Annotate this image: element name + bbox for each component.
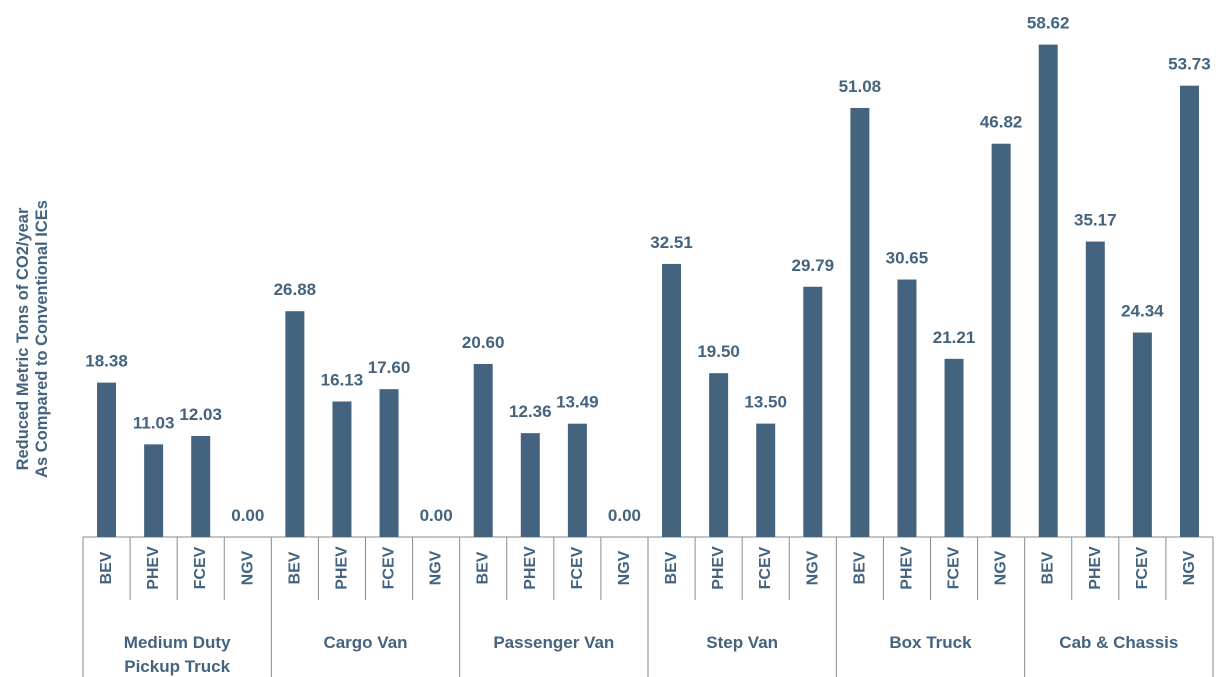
data-label: 17.60 [368,358,411,377]
bar-passenger-van-phev [520,433,540,537]
bar-medium-duty-pickup-truck-phev [144,444,164,537]
category-label: PHEV [1087,546,1104,590]
category-label: BEV [286,551,303,584]
category-label: FCEV [757,546,774,589]
bar-step-van-fcev [756,423,776,537]
data-label: 53.73 [1168,55,1211,74]
data-label: 0.00 [231,506,264,525]
group-label: Cab & Chassis [1059,633,1178,652]
bar-box-truck-ngv [991,143,1011,537]
data-label: 12.36 [509,402,552,421]
data-label: 35.17 [1074,211,1117,230]
bar-box-truck-phev [897,279,917,537]
category-label: NGV [993,550,1010,585]
bar-step-van-phev [709,373,729,537]
category-label: FCEV [1134,546,1151,589]
bar-step-van-bev [662,263,682,537]
bar-cab-chassis-phev [1085,241,1105,537]
group-label: Passenger Van [493,633,614,652]
category-label: PHEV [333,546,350,590]
bar-cargo-van-bev [285,311,305,537]
category-label: BEV [663,551,680,584]
group-label: Pickup Truck [124,657,230,676]
data-label: 13.50 [744,393,787,412]
category-label: PHEV [522,546,539,590]
data-label: 0.00 [420,506,453,525]
data-label: 46.82 [980,113,1023,132]
category-label: FCEV [946,546,963,589]
group-label: Box Truck [889,633,972,652]
category-label: NGV [239,550,256,585]
bar-cab-chassis-fcev [1132,332,1152,537]
data-label: 29.79 [792,256,835,275]
bar-medium-duty-pickup-truck-bev [97,382,117,537]
data-label: 20.60 [462,333,505,352]
data-label: 0.00 [608,506,641,525]
category-label: PHEV [898,546,915,590]
category-label: PHEV [710,546,727,590]
category-label: NGV [616,550,633,585]
data-label: 13.49 [556,393,599,412]
bar-box-truck-fcev [944,358,964,537]
data-label: 24.34 [1121,302,1164,321]
category-label: BEV [98,551,115,584]
group-label: Cargo Van [323,633,407,652]
bar-cargo-van-fcev [379,389,399,537]
category-label: BEV [475,551,492,584]
bar-medium-duty-pickup-truck-fcev [191,435,211,537]
category-label: BEV [851,551,868,584]
bar-cargo-van-phev [332,401,352,537]
category-label: NGV [804,550,821,585]
data-label: 32.51 [650,233,693,252]
data-label: 18.38 [85,352,128,371]
group-label: Step Van [706,633,778,652]
category-label: NGV [428,550,445,585]
data-label: 30.65 [886,249,929,268]
data-label: 11.03 [133,413,175,432]
data-label: 51.08 [839,77,882,96]
category-label: PHEV [145,546,162,590]
group-label: Medium Duty [124,633,231,652]
bar-passenger-van-bev [473,363,493,537]
category-label: BEV [1040,551,1057,584]
category-label: NGV [1181,550,1198,585]
data-label: 16.13 [321,371,364,390]
data-label: 12.03 [179,405,222,424]
category-label: FCEV [192,546,209,589]
data-label: 26.88 [274,280,317,299]
bar-cab-chassis-ngv [1179,85,1199,537]
data-label: 19.50 [697,342,740,361]
data-label: 21.21 [933,328,976,347]
bar-cab-chassis-bev [1038,44,1058,537]
category-label: FCEV [569,546,586,589]
category-label: FCEV [381,546,398,589]
data-label: 58.62 [1027,14,1070,33]
bar-step-van-ngv [803,286,823,537]
bar-box-truck-bev [850,107,870,537]
bar-passenger-van-fcev [567,423,587,537]
